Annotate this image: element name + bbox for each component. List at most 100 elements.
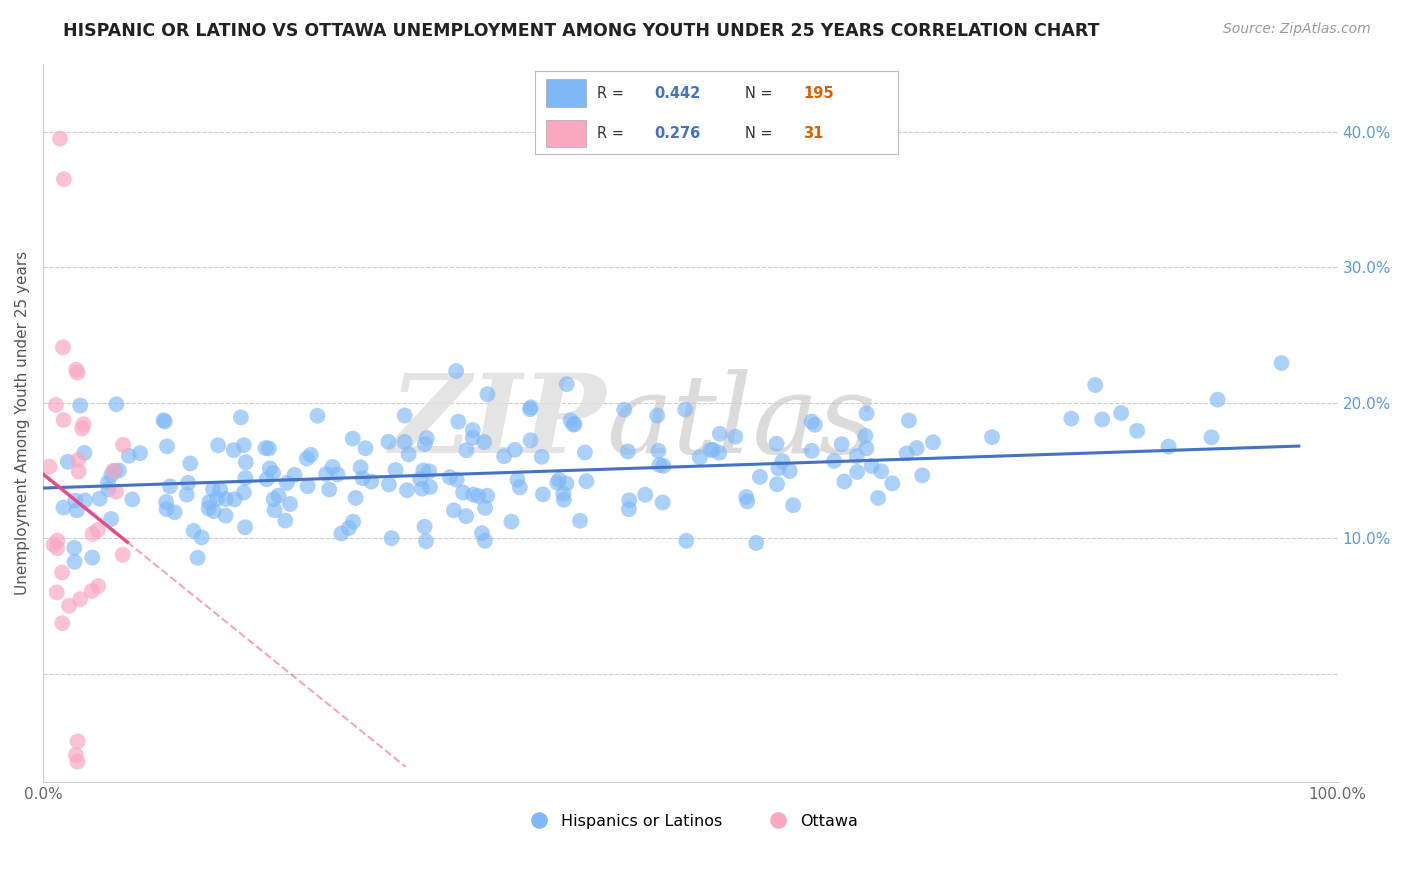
Point (159, 479, 181, 493)
Point (176, 488, 198, 502)
Point (456, 443, 478, 458)
Point (1109, 406, 1132, 420)
Point (745, 536, 768, 550)
Point (58, 599, 80, 613)
Point (222, 443, 245, 458)
Point (257, 442, 280, 456)
Point (474, 533, 496, 548)
Point (267, 489, 290, 503)
Legend: Hispanics or Latinos, Ottawa: Hispanics or Latinos, Ottawa (516, 807, 865, 835)
Point (326, 467, 349, 482)
Point (254, 441, 277, 455)
Point (451, 485, 474, 500)
Point (617, 444, 640, 458)
Point (49, 131, 72, 145)
Point (198, 495, 221, 509)
Point (80, 583, 103, 598)
Point (412, 463, 434, 477)
Point (52, 172, 75, 186)
Point (439, 470, 461, 484)
Point (315, 467, 337, 481)
Point (42, 538, 65, 552)
Point (45, 398, 67, 412)
Point (307, 409, 329, 423)
Point (832, 475, 855, 489)
Point (100, 467, 122, 482)
Point (555, 476, 578, 491)
Point (156, 439, 179, 453)
Point (645, 409, 668, 423)
Point (262, 466, 284, 480)
Point (506, 473, 529, 487)
Point (72, 417, 94, 432)
Point (318, 483, 340, 497)
Point (69, 399, 91, 413)
Point (531, 487, 554, 501)
Point (235, 455, 257, 469)
Point (501, 515, 523, 529)
Point (1084, 378, 1107, 392)
Point (229, 410, 252, 425)
Point (509, 480, 531, 494)
Point (67, 452, 90, 467)
Point (100, 512, 122, 526)
Text: ZIP: ZIP (389, 369, 606, 477)
Point (1060, 411, 1083, 425)
Point (337, 521, 360, 535)
Point (69, 592, 91, 607)
Point (118, 449, 141, 463)
Point (471, 526, 494, 541)
Point (709, 446, 731, 460)
Point (295, 451, 318, 466)
Point (378, 477, 401, 491)
Point (65, 493, 87, 508)
Point (845, 449, 868, 463)
Point (66, 734, 89, 748)
Point (800, 443, 823, 458)
Point (1091, 412, 1114, 426)
Point (51, 566, 73, 580)
Point (65, 747, 87, 762)
Point (187, 550, 209, 565)
Point (190, 531, 212, 545)
Point (384, 463, 406, 477)
Point (129, 446, 152, 460)
Point (179, 457, 201, 471)
Point (197, 501, 219, 516)
Point (546, 475, 568, 490)
Point (868, 491, 890, 505)
Point (394, 434, 416, 449)
Point (896, 446, 918, 460)
Point (299, 448, 322, 462)
Point (413, 437, 436, 451)
Point (855, 441, 877, 455)
Text: atlas: atlas (606, 369, 876, 477)
Point (735, 490, 758, 504)
Point (155, 502, 177, 516)
Point (66, 503, 89, 517)
Point (461, 423, 484, 437)
Point (52, 413, 75, 427)
Point (911, 468, 934, 483)
Y-axis label: Unemployment Among Youth under 25 years: Unemployment Among Youth under 25 years (15, 251, 30, 595)
Point (503, 442, 526, 457)
Point (519, 434, 541, 448)
Point (447, 415, 470, 429)
Point (444, 364, 467, 378)
Point (163, 505, 186, 519)
Point (779, 464, 801, 478)
Point (922, 435, 945, 450)
Point (82, 527, 104, 541)
Point (409, 472, 432, 486)
Point (475, 489, 498, 503)
Point (411, 482, 433, 496)
Point (446, 473, 468, 487)
Point (905, 441, 928, 455)
Point (652, 458, 675, 473)
Point (97, 483, 120, 497)
Point (105, 397, 128, 411)
Point (472, 435, 495, 450)
Point (1126, 424, 1149, 438)
Point (1157, 440, 1180, 454)
Text: Source: ZipAtlas.com: Source: ZipAtlas.com (1223, 22, 1371, 37)
